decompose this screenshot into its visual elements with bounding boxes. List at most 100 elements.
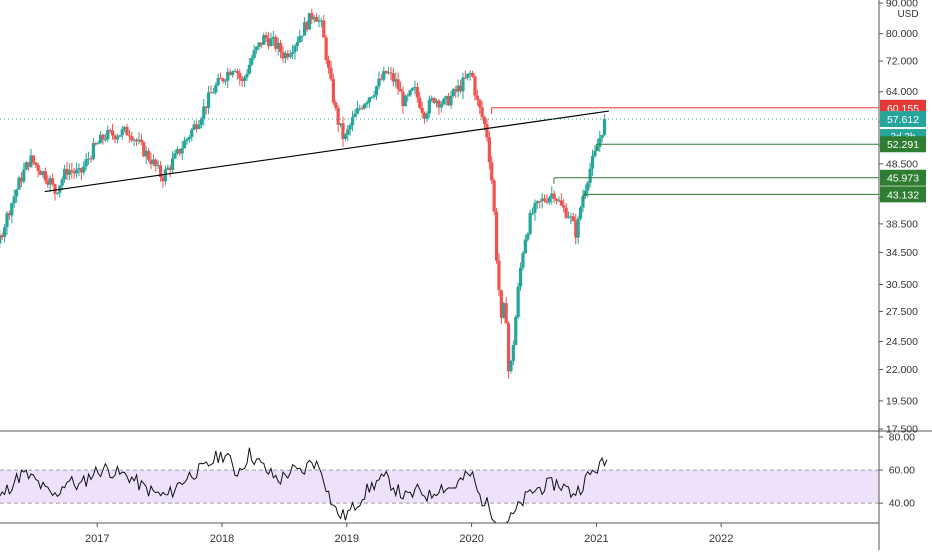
candle-body: [26, 162, 31, 167]
candle-body: [530, 212, 535, 214]
candle-body: [211, 92, 215, 94]
currency-box[interactable]: [894, 4, 922, 22]
candle-body: [216, 78, 220, 86]
candle-body: [38, 171, 43, 175]
support-trendline[interactable]: [44, 110, 609, 193]
candle-body: [24, 162, 28, 170]
candle-body: [96, 143, 100, 145]
candle-body: [523, 239, 527, 254]
price-level-label: 45.973: [887, 173, 919, 185]
candle-body: [425, 113, 429, 119]
candle-body: [310, 13, 314, 20]
candle-body: [250, 58, 254, 65]
candle-body: [235, 70, 239, 74]
candle-body: [146, 150, 151, 160]
candle-body: [341, 123, 345, 139]
candle-body: [389, 72, 393, 74]
annotation-layer[interactable]: [0, 107, 879, 201]
candle-body: [564, 207, 568, 218]
candle-body: [74, 169, 79, 174]
price-level-tag-support[interactable]: [880, 136, 926, 153]
candle-body: [115, 136, 119, 140]
candle-body: [209, 92, 213, 94]
candle-body: [581, 196, 585, 208]
candle-body: [456, 85, 460, 92]
price-tick-label: 48.500: [886, 158, 918, 170]
candle-body: [194, 124, 199, 129]
candle-body: [353, 113, 357, 118]
candle-body: [238, 73, 242, 79]
candle-body: [0, 235, 4, 238]
candle-body: [329, 67, 333, 79]
candle-body: [305, 22, 309, 30]
time-tick-label: 2022: [709, 533, 733, 545]
candle-body: [547, 197, 551, 203]
price-level-tag-support[interactable]: [880, 186, 926, 203]
candle-body: [46, 180, 50, 185]
candle-body: [338, 123, 343, 125]
candle-body: [386, 72, 391, 74]
price-tick-label: 38.500: [886, 218, 918, 230]
candle-body: [343, 134, 347, 139]
candle-body: [149, 159, 153, 165]
price-tick-label: 30.500: [886, 279, 918, 291]
candle-body: [288, 54, 292, 57]
candle-body: [91, 143, 95, 160]
candle-body: [110, 130, 115, 136]
candle-body: [410, 88, 415, 91]
candle-body: [142, 142, 146, 157]
candle-body: [53, 184, 57, 194]
candle-body: [370, 96, 374, 98]
candle-body: [482, 117, 487, 124]
candle-body: [269, 38, 273, 47]
candle-body: [300, 35, 304, 37]
candle-body: [2, 227, 7, 238]
candle-body: [240, 78, 244, 81]
candle-body: [247, 64, 251, 74]
price-tick-label: 80.000: [886, 28, 918, 40]
currency-label: USD: [897, 9, 918, 20]
candle-layer: [0, 8, 607, 379]
candle-body: [118, 135, 122, 137]
candle-body: [348, 125, 352, 130]
candle-body: [413, 86, 417, 89]
candle-body: [511, 345, 515, 361]
candle-body: [473, 76, 477, 96]
candle-body: [10, 203, 14, 216]
candle-body: [192, 124, 196, 130]
candle-body: [487, 137, 491, 163]
candle-body: [170, 158, 175, 170]
time-tick-label: 2021: [584, 533, 608, 545]
candle-body: [468, 72, 472, 74]
candle-body: [458, 85, 463, 92]
candle-body: [120, 129, 124, 136]
candle-body: [593, 150, 597, 157]
candle-body: [262, 35, 266, 45]
candle-body: [514, 317, 518, 346]
candle-body: [221, 78, 225, 82]
rsi-band-layer: [0, 469, 879, 504]
candle-body: [334, 102, 338, 108]
candle-body: [372, 95, 376, 97]
candle-body: [322, 20, 326, 38]
price-level-tag-last[interactable]: [880, 111, 926, 128]
price-level-tag-support[interactable]: [880, 169, 926, 186]
candle-body: [598, 138, 602, 147]
candle-body: [430, 98, 434, 100]
candle-body: [394, 79, 398, 82]
candle-body: [420, 107, 424, 113]
price-level-label: 57.612: [887, 114, 919, 126]
candle-body: [432, 98, 436, 103]
price-tick-label: 27.500: [886, 306, 918, 318]
candle-body: [418, 97, 422, 108]
candle-body: [293, 45, 297, 53]
candle-body: [178, 149, 182, 154]
candle-body: [576, 218, 580, 238]
candle-body: [144, 150, 148, 157]
candle-body: [466, 73, 470, 78]
candle-body: [502, 303, 506, 318]
candle-body: [571, 216, 575, 222]
candle-body: [583, 190, 587, 197]
candle-body: [55, 192, 59, 194]
